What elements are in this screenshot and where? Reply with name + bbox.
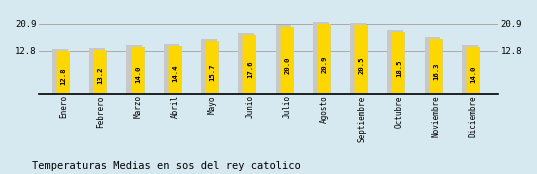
Text: 17.6: 17.6 xyxy=(247,60,253,78)
Text: 14.0: 14.0 xyxy=(470,65,476,83)
Text: 18.5: 18.5 xyxy=(396,59,402,77)
Text: 16.3: 16.3 xyxy=(433,62,439,80)
Bar xyxy=(355,25,368,94)
Bar xyxy=(243,35,256,94)
Bar xyxy=(132,47,144,94)
Bar xyxy=(127,45,142,94)
Bar xyxy=(393,32,405,94)
Bar xyxy=(387,30,403,94)
Bar xyxy=(57,51,70,94)
Bar xyxy=(89,48,105,94)
Text: Temperaturas Medias en sos del rey catolico: Temperaturas Medias en sos del rey catol… xyxy=(32,161,301,171)
Text: 13.2: 13.2 xyxy=(98,67,104,84)
Text: 20.9: 20.9 xyxy=(322,56,328,73)
Text: 14.0: 14.0 xyxy=(135,65,141,83)
Text: 14.4: 14.4 xyxy=(172,65,178,82)
Bar xyxy=(350,23,366,94)
Bar xyxy=(275,25,291,94)
Bar xyxy=(318,24,331,94)
Bar xyxy=(425,37,440,94)
Bar xyxy=(281,27,294,94)
Bar xyxy=(164,44,179,94)
Bar xyxy=(201,39,217,94)
Bar xyxy=(467,47,480,94)
Bar xyxy=(462,45,477,94)
Bar xyxy=(206,41,219,94)
Bar xyxy=(52,49,68,94)
Text: 15.7: 15.7 xyxy=(209,63,215,81)
Bar xyxy=(169,46,182,94)
Text: 20.0: 20.0 xyxy=(284,57,290,74)
Bar xyxy=(430,39,442,94)
Bar xyxy=(313,22,329,94)
Text: 12.8: 12.8 xyxy=(61,67,67,85)
Bar xyxy=(95,50,107,94)
Text: 20.5: 20.5 xyxy=(359,56,365,74)
Bar xyxy=(238,33,254,94)
